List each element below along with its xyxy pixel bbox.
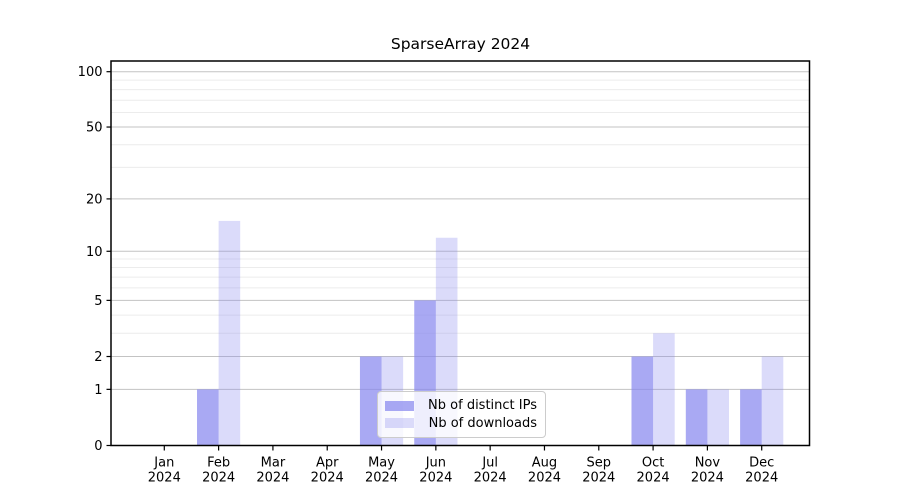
legend-item-distinct-ips: Nb of distinct IPs <box>385 397 537 415</box>
x-tick-label-sep: Sep 2024 <box>582 456 615 486</box>
legend-label-downloads: Nb of downloads <box>428 415 537 431</box>
y-tick-label-20: 20 <box>86 192 103 207</box>
x-tick-label-mar: Mar 2024 <box>256 456 289 486</box>
x-tick-label-apr: Apr 2024 <box>311 456 344 486</box>
y-tick-label-5: 5 <box>94 294 102 309</box>
x-tick-label-may: May 2024 <box>365 456 398 486</box>
bar-distinct-ips-feb <box>197 389 219 446</box>
x-tick-label-dec: Dec 2024 <box>745 456 778 486</box>
y-tick-label-50: 50 <box>86 121 103 136</box>
x-tick-label-jan: Jan 2024 <box>148 456 181 486</box>
bar-distinct-ips-nov <box>685 389 708 446</box>
y-tick-label-0: 0 <box>94 439 102 454</box>
x-tick-label-jun: Jun 2024 <box>419 456 452 486</box>
legend-swatch-distinct-ips <box>385 400 414 411</box>
bar-downloads-oct <box>653 333 675 446</box>
plot-border <box>110 60 811 447</box>
bar-distinct-ips-oct <box>631 356 654 446</box>
legend-item-downloads: Nb of downloads <box>385 415 537 433</box>
y-tick-label-1: 1 <box>94 383 102 398</box>
x-tick-label-feb: Feb 2024 <box>202 456 235 486</box>
x-tick-label-nov: Nov 2024 <box>691 456 724 486</box>
bar-distinct-ips-may <box>359 356 382 446</box>
y-tick-label-100: 100 <box>78 65 103 80</box>
y-tick-label-2: 2 <box>94 350 102 365</box>
bar-downloads-nov <box>707 389 729 446</box>
x-tick-label-oct: Oct 2024 <box>637 456 670 486</box>
x-tick-label-jul: Jul 2024 <box>474 456 507 486</box>
bar-distinct-ips-dec <box>740 389 762 446</box>
y-tick-label-10: 10 <box>86 245 103 260</box>
legend-swatch-downloads <box>385 418 414 429</box>
legend-label-distinct-ips: Nb of distinct IPs <box>428 398 537 414</box>
chart-title: SparseArray 2024 <box>390 35 531 53</box>
legend: Nb of distinct IPs Nb of downloads <box>377 391 546 438</box>
bar-downloads-feb <box>218 220 241 446</box>
x-tick-label-aug: Aug 2024 <box>528 456 561 486</box>
bar-downloads-dec <box>761 356 784 446</box>
